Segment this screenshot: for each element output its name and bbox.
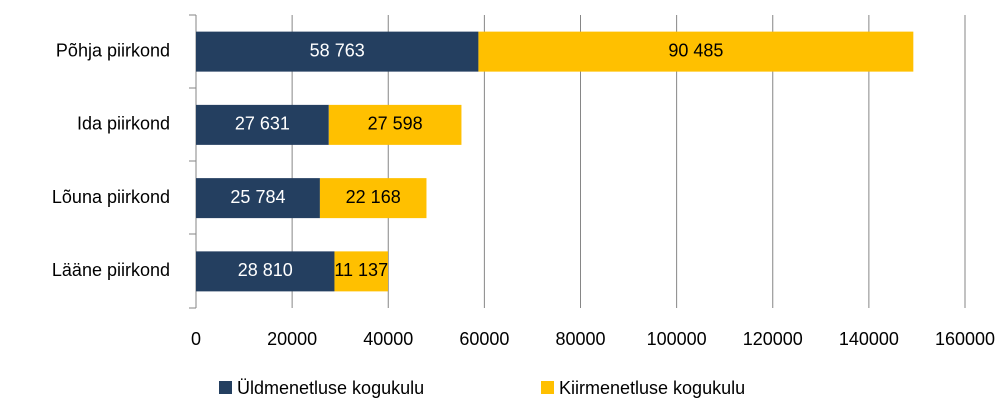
data-label: 27 631 (235, 114, 290, 134)
x-tick-label: 120000 (743, 329, 803, 349)
x-tick-label: 100000 (647, 329, 707, 349)
data-label: 90 485 (668, 40, 723, 60)
bar-segment (334, 251, 388, 292)
x-tick-label: 40000 (363, 329, 413, 349)
bar-segment (328, 104, 462, 145)
bar-segment (319, 178, 427, 219)
x-tick-label: 160000 (935, 329, 995, 349)
y-tick-label: Ida piirkond (77, 114, 170, 134)
legend-swatch (541, 381, 554, 394)
legend-label: Kiirmenetluse kogukulu (559, 378, 745, 398)
x-tick-label: 80000 (555, 329, 605, 349)
legend-label: Üldmenetluse kogukulu (237, 378, 424, 398)
bar-segment (196, 104, 329, 145)
bar-segment (196, 251, 335, 292)
x-tick-label: 0 (191, 329, 201, 349)
data-label: 27 598 (368, 114, 423, 134)
x-tick-label: 20000 (267, 329, 317, 349)
x-tick-label: 140000 (839, 329, 899, 349)
data-label: 22 168 (346, 187, 401, 207)
bar-segment (478, 31, 914, 72)
data-label: 58 763 (310, 40, 365, 60)
bar-segment (196, 178, 320, 219)
x-tick-label: 60000 (459, 329, 509, 349)
y-tick-label: Põhja piirkond (56, 40, 170, 60)
y-tick-label: Lääne piirkond (52, 260, 170, 280)
data-label: 28 810 (238, 260, 293, 280)
y-tick-label: Lõuna piirkond (52, 187, 170, 207)
legend-swatch (219, 381, 232, 394)
data-label: 11 137 (334, 260, 388, 280)
bar-segment (196, 31, 479, 72)
data-label: 25 784 (230, 187, 285, 207)
